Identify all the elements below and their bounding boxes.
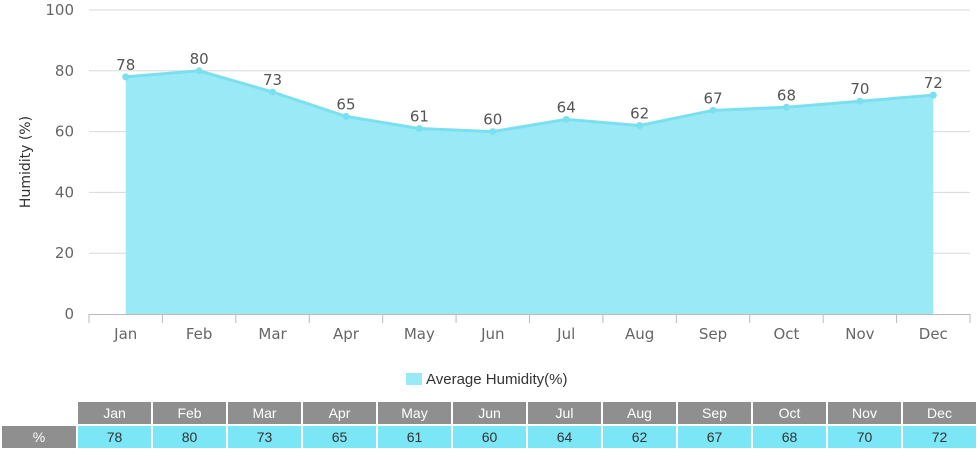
x-tick-label: Mar — [258, 325, 287, 343]
legend-swatch — [406, 373, 422, 385]
data-point — [342, 112, 350, 120]
data-label: 62 — [630, 105, 649, 123]
x-tick-label: Oct — [773, 325, 799, 343]
data-label: 61 — [410, 108, 429, 126]
data-point — [562, 115, 570, 123]
y-tick-label: 40 — [55, 183, 74, 201]
data-point — [636, 122, 644, 130]
y-tick-label: 20 — [55, 244, 74, 262]
table-value-cell: 72 — [903, 426, 976, 448]
x-tick-label: Sep — [699, 325, 727, 343]
x-tick-label: Aug — [625, 325, 654, 343]
table-value-cell: 70 — [828, 426, 901, 448]
table-header-cell: Feb — [153, 402, 226, 426]
table-value-cell: 78 — [78, 426, 151, 448]
table-header-cell: Dec — [903, 402, 976, 426]
x-tick-label: Jan — [113, 325, 137, 343]
table-header-cell: Jan — [78, 402, 151, 426]
table-header-cell: Aug — [603, 402, 676, 426]
data-point — [415, 125, 423, 133]
table-value-cell: 65 — [303, 426, 376, 448]
data-point — [929, 91, 937, 99]
table-header-cell: Apr — [303, 402, 376, 426]
x-tick-label: May — [404, 325, 435, 343]
table-value-cell: 68 — [753, 426, 826, 448]
table-header-cell: Oct — [753, 402, 826, 426]
data-point — [269, 88, 277, 96]
data-label: 65 — [336, 95, 355, 113]
table-header-cell: May — [378, 402, 451, 426]
x-tick-label: Apr — [333, 325, 360, 343]
data-label: 73 — [263, 71, 282, 89]
table-value-cell: 60 — [453, 426, 526, 448]
table-value-cell: 62 — [603, 426, 676, 448]
chart-legend[interactable]: Average Humidity(%) — [406, 368, 567, 390]
y-axis-title: Humidity (%) — [18, 116, 34, 208]
data-label: 68 — [777, 86, 796, 104]
data-point — [195, 67, 203, 75]
table-value-cell: 80 — [153, 426, 226, 448]
table-value-cell: 73 — [228, 426, 301, 448]
table-corner — [2, 402, 76, 426]
data-point — [782, 103, 790, 111]
table-value-cell: 67 — [678, 426, 751, 448]
series-line — [125, 69, 934, 134]
y-tick-label: 80 — [55, 62, 74, 80]
y-tick-label: 100 — [45, 1, 74, 19]
table-header-cell: Jul — [528, 402, 601, 426]
data-label: 78 — [116, 56, 135, 74]
legend-label: Average Humidity(%) — [426, 370, 568, 388]
data-label: 72 — [924, 74, 943, 92]
data-label: 70 — [850, 80, 869, 98]
series-area — [125, 70, 934, 314]
data-table: Jan Feb Mar Apr May Jun Jul Aug Sep Oct … — [0, 402, 978, 448]
table-header-cell: Nov — [828, 402, 901, 426]
data-label: 64 — [557, 98, 576, 116]
data-point — [856, 97, 864, 105]
table-value-cell: 64 — [528, 426, 601, 448]
x-tick-label: Dec — [919, 325, 948, 343]
x-tick-label: Nov — [845, 325, 874, 343]
data-point — [709, 106, 717, 114]
data-label: 67 — [703, 89, 722, 107]
y-tick-label: 0 — [64, 305, 74, 323]
table-header-cell: Jun — [453, 402, 526, 426]
x-tick-label: Jun — [480, 325, 504, 343]
x-tick-label: Feb — [186, 325, 213, 343]
table-header-row: Jan Feb Mar Apr May Jun Jul Aug Sep Oct … — [2, 402, 976, 426]
humidity-chart: 0 20 40 60 80 100 Humidity (%) 78 Jan 80 Feb 73 Mar 6… — [18, 1, 971, 343]
data-point — [122, 73, 130, 81]
y-tick-label: 60 — [55, 123, 74, 141]
table-row-label: % — [2, 426, 76, 448]
table-header-cell: Mar — [228, 402, 301, 426]
table-row: % 78 80 73 65 61 60 64 62 67 68 70 72 — [2, 426, 976, 448]
table-value-cell: 61 — [378, 426, 451, 448]
data-label: 80 — [190, 50, 209, 68]
x-tick-label: Jul — [556, 325, 575, 343]
table-header-cell: Sep — [678, 402, 751, 426]
data-label: 60 — [483, 111, 502, 129]
data-point — [489, 128, 497, 136]
